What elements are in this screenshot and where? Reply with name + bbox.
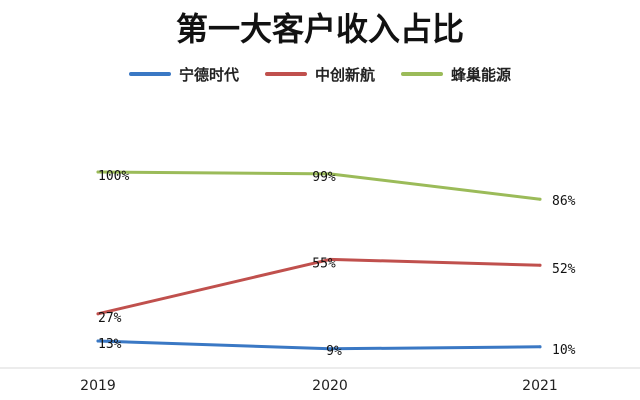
legend: 宁德时代 中创新航 蜂巢能源: [0, 62, 640, 86]
legend-item-svolt: 蜂巢能源: [401, 64, 511, 85]
legend-swatch-svolt: [401, 72, 443, 76]
data-point: [328, 347, 332, 351]
legend-swatch-catl: [128, 72, 171, 76]
data-point: [96, 170, 100, 174]
legend-label-calb: 中创新航: [314, 65, 375, 84]
data-label: 55%: [312, 256, 336, 271]
data-point: [96, 312, 100, 316]
data-label: 9%: [326, 344, 342, 359]
data-label: 27%: [98, 311, 122, 326]
data-point: [328, 172, 332, 176]
series-line: [96, 339, 542, 351]
data-label: 52%: [552, 262, 576, 277]
data-label: 10%: [552, 343, 576, 358]
legend-swatch-calb: [264, 72, 307, 76]
x-tick-label: 2020: [312, 378, 348, 394]
chart-title: 第一大客户收入占比: [175, 10, 464, 48]
legend-label-svolt: 蜂巢能源: [451, 65, 512, 84]
legend-item-catl: 宁德时代: [128, 64, 239, 85]
data-label: 86%: [552, 194, 576, 209]
data-point: [328, 257, 332, 261]
data-point: [96, 339, 100, 343]
data-label: 13%: [98, 337, 122, 352]
data-point: [538, 345, 542, 349]
data-point: [538, 197, 542, 201]
x-tick-label: 2021: [522, 378, 558, 394]
legend-item-calb: 中创新航: [264, 64, 375, 85]
data-label: 99%: [312, 170, 336, 185]
x-tick-label: 2019: [80, 378, 116, 394]
data-point: [538, 263, 542, 267]
data-label: 100%: [98, 169, 129, 184]
legend-label-catl: 宁德时代: [178, 65, 239, 84]
